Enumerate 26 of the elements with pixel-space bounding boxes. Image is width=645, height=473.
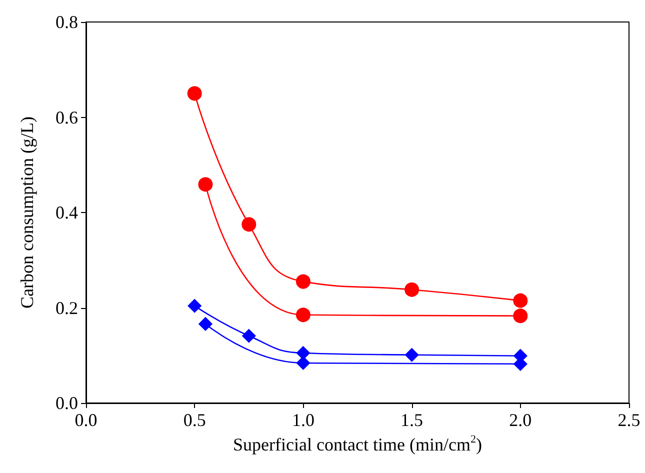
point	[198, 177, 213, 192]
x-tick-label: 0.0	[74, 410, 98, 430]
x-tick-label: 1.5	[400, 410, 424, 430]
point	[296, 356, 310, 370]
y-tick-label: 0.0	[56, 393, 78, 413]
point	[513, 293, 528, 308]
point	[405, 348, 419, 362]
y-tick-label: 0.4	[56, 202, 78, 222]
point	[296, 274, 310, 289]
y-tick-label: 0.8	[56, 12, 78, 32]
x-tick-label: 0.5	[183, 410, 206, 430]
x-tick-label: 1.0	[292, 410, 314, 430]
point	[513, 308, 528, 324]
point	[296, 346, 310, 360]
point	[242, 329, 256, 343]
point	[404, 282, 420, 297]
y-tick-label: 0.6	[56, 107, 78, 128]
point	[242, 217, 256, 232]
y-tick-label: 0.2	[56, 298, 78, 318]
point	[296, 308, 310, 322]
x-tick-label: 2.0	[509, 410, 532, 430]
x-tick-label: 2.5	[618, 410, 640, 430]
point	[198, 317, 212, 331]
point	[187, 86, 202, 101]
point	[188, 299, 202, 313]
y-axis-title: Carbon consumption (g/L)	[17, 116, 37, 308]
